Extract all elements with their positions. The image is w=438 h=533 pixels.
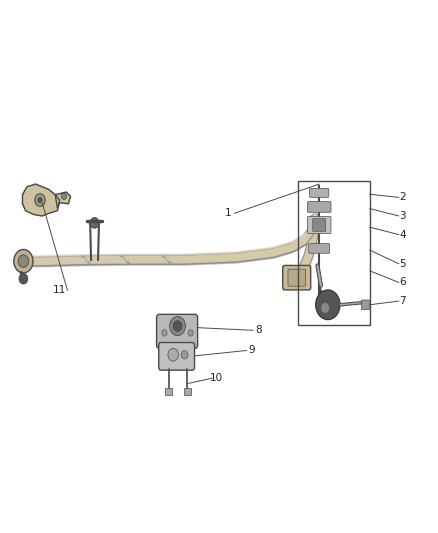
FancyBboxPatch shape [309, 244, 330, 253]
FancyBboxPatch shape [159, 343, 194, 370]
Bar [165, 387, 172, 395]
FancyBboxPatch shape [283, 265, 311, 290]
Circle shape [188, 330, 193, 336]
Text: 4: 4 [399, 230, 406, 240]
Bar [297, 181, 370, 325]
Bar [184, 387, 191, 395]
FancyBboxPatch shape [307, 216, 331, 233]
Text: 3: 3 [399, 211, 406, 221]
Circle shape [35, 193, 45, 206]
Circle shape [162, 330, 167, 336]
Circle shape [170, 317, 185, 336]
Circle shape [173, 321, 182, 332]
Circle shape [18, 255, 28, 268]
Circle shape [168, 349, 178, 361]
FancyBboxPatch shape [288, 269, 305, 286]
Text: 1: 1 [224, 208, 231, 219]
FancyBboxPatch shape [156, 314, 198, 349]
FancyBboxPatch shape [310, 188, 329, 197]
Polygon shape [55, 192, 71, 208]
Text: 11: 11 [53, 286, 66, 295]
FancyBboxPatch shape [313, 219, 326, 231]
Circle shape [61, 193, 67, 199]
FancyBboxPatch shape [307, 201, 331, 212]
Circle shape [19, 273, 28, 284]
Text: 5: 5 [399, 259, 406, 269]
Circle shape [316, 290, 340, 320]
Text: 7: 7 [399, 296, 406, 306]
FancyBboxPatch shape [361, 300, 369, 310]
Text: 2: 2 [399, 192, 406, 203]
Circle shape [321, 303, 329, 313]
Text: 8: 8 [255, 325, 261, 335]
Circle shape [38, 197, 42, 203]
Polygon shape [22, 184, 60, 216]
Circle shape [14, 249, 33, 273]
Circle shape [90, 217, 99, 228]
Text: 9: 9 [248, 345, 255, 356]
Text: 10: 10 [210, 373, 223, 383]
Circle shape [181, 351, 188, 359]
Text: 6: 6 [399, 278, 406, 287]
